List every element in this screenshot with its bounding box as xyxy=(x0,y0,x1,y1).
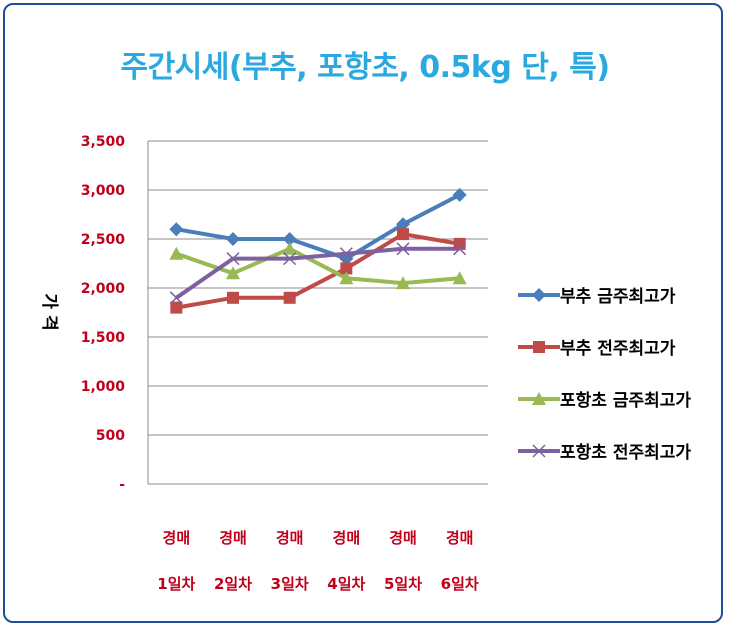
legend-label: 부추 금주최고가 xyxy=(560,287,676,307)
legend-label: 포항초 전주최고가 xyxy=(560,442,691,463)
data-point-marker xyxy=(283,291,296,304)
data-point-marker xyxy=(339,271,354,285)
x-marker-stroke xyxy=(396,242,410,256)
series-line xyxy=(175,232,461,310)
data-point-marker xyxy=(532,392,546,405)
x-tick-label: 3일차 xyxy=(271,575,309,593)
series-line xyxy=(175,246,460,286)
x-tick-label: 4일차 xyxy=(327,575,365,593)
x-tick-label: 1일차 xyxy=(157,575,195,593)
y-tick-label: 2,000 xyxy=(81,281,126,297)
chart-frame xyxy=(3,3,723,623)
data-point-marker xyxy=(226,252,240,266)
data-point-marker xyxy=(396,242,410,256)
data-point-marker xyxy=(226,266,240,280)
gridlines xyxy=(148,140,488,436)
x-tick-labels: 경매 1일차 경매 2일차 경매 3일차 경매 4일차 경매 5일차 경매 6일차 xyxy=(157,529,479,593)
data-point-marker xyxy=(169,246,184,260)
x-tick-label: 6일차 xyxy=(441,575,479,593)
data-point-marker xyxy=(282,241,297,255)
series-line xyxy=(175,246,460,300)
data-point-marker xyxy=(452,187,467,202)
data-point-marker xyxy=(339,247,353,261)
x-tick-label: 경매 xyxy=(163,529,191,547)
data-point-marker xyxy=(453,242,467,256)
data-point-marker xyxy=(396,276,410,290)
x-tick-label: 2일차 xyxy=(214,575,252,593)
data-point-marker xyxy=(227,291,239,304)
x-marker-stroke xyxy=(283,252,297,266)
y-tick-label: 1,000 xyxy=(81,379,126,395)
legend-item: 부추 전주최고가 xyxy=(518,339,676,359)
chart-title: 주간시세(부추, 포항초, 0.5kg 단, 특) xyxy=(120,50,610,85)
x-tick-label: 5일차 xyxy=(384,575,422,593)
data-point-marker xyxy=(170,301,183,314)
legend-item: 포항초 전주최고가 xyxy=(518,442,691,463)
x-tick-label: 경매 xyxy=(389,529,417,547)
x-tick-label: 경매 xyxy=(333,529,361,547)
data-point-marker xyxy=(282,232,297,246)
x-marker-stroke xyxy=(226,252,240,266)
x-tick-label: 경매 xyxy=(219,529,247,547)
axes xyxy=(147,141,488,485)
series-markers xyxy=(169,187,467,314)
x-tick-label: 경매 xyxy=(276,529,304,547)
y-axis-label: 가 격 xyxy=(39,293,59,330)
x-tick-label: 경매 xyxy=(446,529,474,547)
legend-label: 부추 전주최고가 xyxy=(560,339,676,359)
data-point-marker xyxy=(397,228,409,241)
data-point-marker xyxy=(340,262,353,275)
y-tick-label: 3,000 xyxy=(81,183,126,199)
y-tick-labels: - 500 1,000 1,500 2,000 2,500 3,000 3,500 xyxy=(81,134,126,493)
data-point-marker xyxy=(453,237,466,250)
legend-item: 포항초 금주최고가 xyxy=(518,390,691,411)
y-tick-label: 500 xyxy=(96,428,125,444)
legend-label: 포항초 금주최고가 xyxy=(560,390,691,411)
data-point-marker xyxy=(452,271,467,285)
data-point-marker xyxy=(339,251,354,266)
y-tick-label: 2,500 xyxy=(81,232,126,248)
data-point-marker xyxy=(283,252,297,266)
y-tick-label: 1,500 xyxy=(81,330,126,346)
data-point-marker xyxy=(169,291,183,305)
data-point-marker xyxy=(396,217,410,232)
series-line xyxy=(175,193,461,261)
data-point-marker xyxy=(226,232,240,246)
data-point-marker xyxy=(532,288,546,302)
series-lines xyxy=(175,193,461,310)
x-marker-stroke xyxy=(453,242,467,256)
data-point-marker xyxy=(169,222,184,237)
y-tick-label: 3,500 xyxy=(81,134,126,150)
data-point-marker xyxy=(533,341,545,353)
x-marker-stroke xyxy=(532,444,546,458)
data-point-marker xyxy=(532,444,546,458)
y-tick-label: - xyxy=(119,477,125,493)
x-marker-stroke xyxy=(339,247,353,261)
x-marker-stroke xyxy=(169,291,183,305)
legend-item: 부추 금주최고가 xyxy=(518,287,676,307)
